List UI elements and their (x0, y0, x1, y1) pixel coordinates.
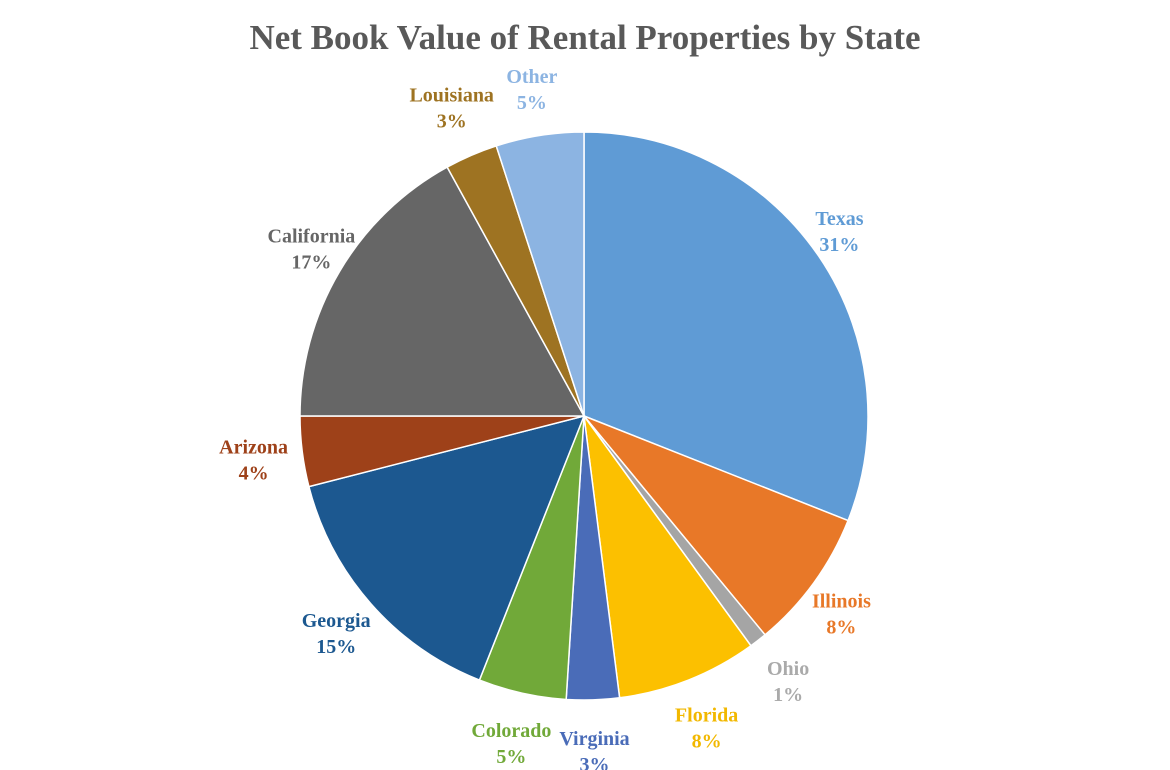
pie-slice-california (299, 166, 586, 417)
pie-slice-georgia (308, 414, 586, 682)
data-label-name: Other (506, 66, 557, 88)
data-label-name: Texas (815, 208, 863, 230)
data-label-florida: Florida 8% (675, 705, 738, 753)
data-label-percent: 3% (437, 110, 467, 132)
data-label-name: Illinois (812, 591, 871, 613)
data-label-ohio: Ohio 1% (767, 658, 809, 706)
data-label-colorado: Colorado 5% (471, 720, 551, 768)
data-label-name: Virginia (559, 728, 629, 750)
pie-labels: Texas 31% Illinois 8% Ohio 1% Florida 8% Virgini… (219, 66, 871, 770)
pie-slice-texas (583, 131, 869, 522)
data-label-name: Colorado (471, 720, 551, 742)
data-label-percent: 3% (580, 754, 610, 770)
chart-title: Net Book Value of Rental Properties by S… (249, 18, 921, 57)
data-label-percent: 8% (692, 731, 722, 753)
pie-slice-other (495, 131, 585, 417)
pie-slice-florida (583, 415, 752, 699)
data-label-louisiana: Louisiana 3% (409, 84, 493, 132)
data-label-other: Other 5% (506, 66, 557, 114)
data-label-name: Georgia (302, 610, 371, 632)
data-label-percent: 1% (773, 684, 803, 706)
data-label-percent: 5% (517, 92, 547, 114)
data-label-california: California 17% (268, 226, 356, 274)
data-label-name: Arizona (219, 437, 288, 459)
data-label-percent: 4% (239, 463, 269, 485)
data-label-name: Louisiana (409, 84, 493, 106)
data-label-name: Florida (675, 705, 738, 727)
pie-slices (299, 131, 869, 701)
data-label-illinois: Illinois 8% (812, 591, 871, 639)
pie-slice-illinois (583, 415, 850, 636)
data-label-percent: 15% (316, 636, 356, 658)
data-label-georgia: Georgia 15% (302, 610, 371, 658)
data-label-percent: 17% (291, 252, 331, 274)
data-label-texas: Texas 31% (815, 208, 863, 256)
data-label-percent: 31% (819, 234, 859, 256)
data-label-name: California (268, 226, 356, 248)
data-label-virginia: Virginia 3% (559, 728, 629, 770)
data-label-percent: 5% (496, 746, 526, 768)
data-label-arizona: Arizona 4% (219, 437, 288, 485)
data-label-name: Ohio (767, 658, 809, 680)
data-label-percent: 8% (826, 617, 856, 639)
